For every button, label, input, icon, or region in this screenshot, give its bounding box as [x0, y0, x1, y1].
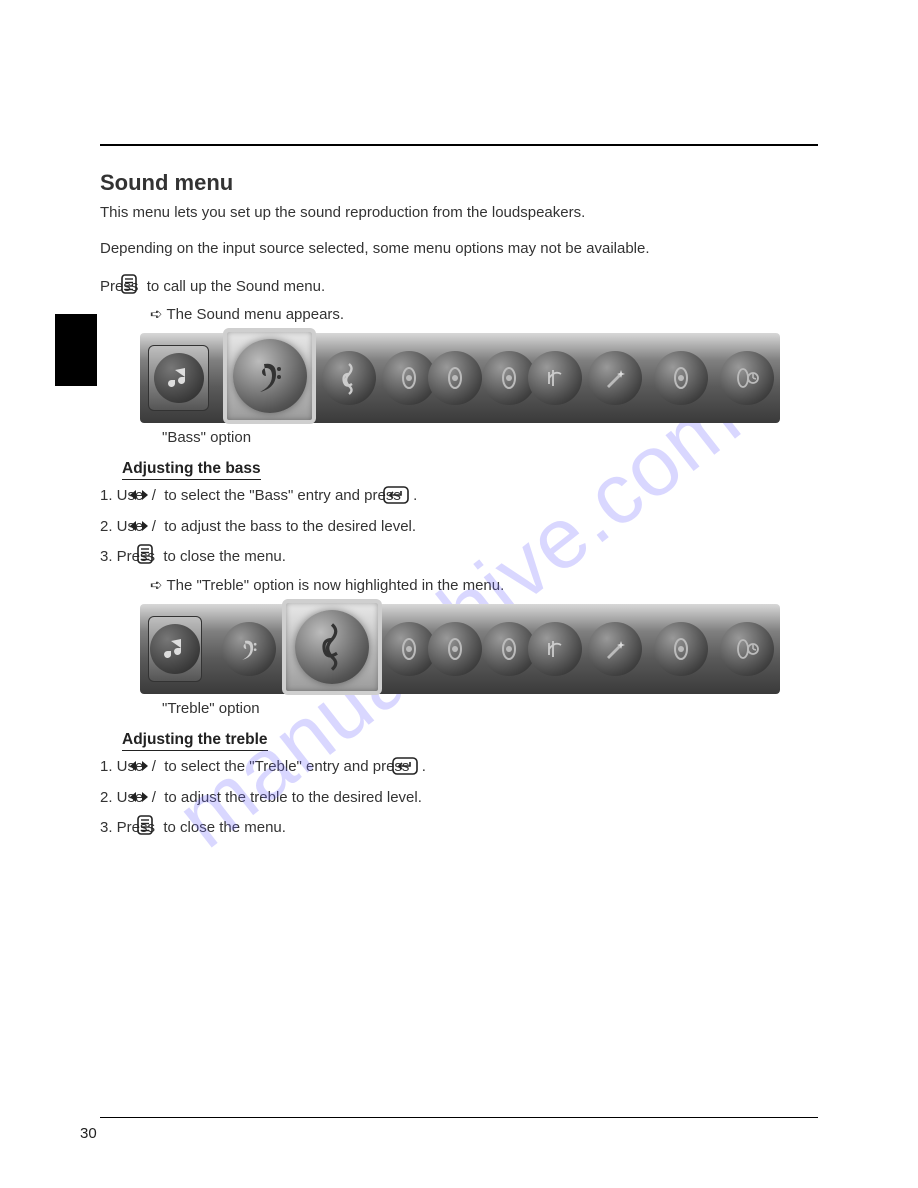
treble-step-1: 1. Use / to select the "Treble" entry an…: [122, 755, 818, 782]
sound-mode-icon: [486, 351, 578, 405]
sound-menu-bar-treble: [140, 604, 780, 694]
treble-step-2: 2. Use / to adjust the treble to the des…: [122, 786, 818, 811]
enter-button-icon: [414, 757, 418, 782]
treble-clef-icon: [322, 351, 376, 405]
bass-step-3: 3. Press to close the menu.: [122, 544, 818, 571]
delay-icon: [720, 351, 774, 405]
intro-line-1: This menu lets you set up the sound repr…: [100, 202, 818, 224]
bass-clef-icon: [233, 339, 307, 413]
intro-line-2: Depending on the input source selected, …: [100, 238, 818, 260]
treble-caption: "Treble" option: [162, 700, 818, 717]
treble-subhead: Adjusting the treble: [122, 731, 818, 751]
side-tab: [55, 314, 97, 386]
menu-icons-row: [316, 351, 780, 405]
bottom-rule: [100, 1117, 818, 1118]
bass-step-3-result: The "Treble" option is now highlighted i…: [150, 576, 818, 594]
bass-step-1: 1. Use / to select the "Bass" entry and …: [122, 484, 818, 511]
step-open-result: The Sound menu appears.: [150, 305, 818, 323]
sound-menu-bar-bass: [140, 333, 780, 423]
speaker-icon: [654, 622, 708, 676]
balance-icon: [386, 622, 478, 676]
effect-icon: [588, 351, 642, 405]
top-rule: [100, 144, 818, 146]
bass-step-2: 2. Use / to adjust the bass to the desir…: [122, 515, 818, 540]
bass-subhead: Adjusting the bass: [122, 460, 818, 480]
effect-icon: [588, 622, 642, 676]
page-number: 30: [80, 1125, 97, 1142]
bass-caption: "Bass" option: [162, 429, 818, 446]
music-note-icon: [154, 353, 204, 403]
page: manualshive.com Sound menu This menu let…: [0, 0, 918, 1188]
sound-mode-icon: [486, 622, 578, 676]
balance-icon: [386, 351, 478, 405]
step-open-suffix: to call up the Sound menu.: [147, 278, 325, 295]
treble-step-3: 3. Press to close the menu.: [122, 815, 818, 842]
menu-icons-row: [216, 601, 780, 697]
speaker-icon: [654, 351, 708, 405]
menu-category-icon: [148, 616, 202, 682]
bass-option-highlighted: [223, 328, 316, 424]
sound-menu-heading: Sound menu: [100, 170, 818, 196]
treble-option-highlighted: [282, 599, 382, 695]
step-open-menu: Press to call up the Sound menu.: [122, 274, 818, 301]
delay-icon: [720, 622, 774, 676]
music-note-icon: [150, 624, 200, 674]
treble-clef-icon: [295, 610, 369, 684]
enter-button-icon: [405, 486, 409, 511]
menu-category-icon: [148, 345, 209, 411]
bass-clef-icon: [222, 622, 276, 676]
